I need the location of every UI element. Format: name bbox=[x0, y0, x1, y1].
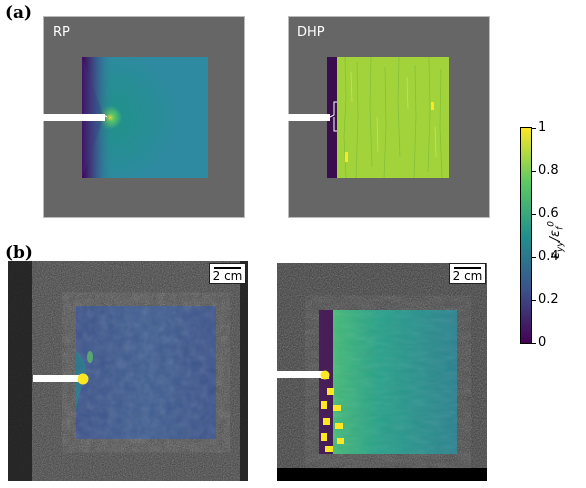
colorbar-label: εyy/εf0 bbox=[546, 220, 566, 260]
panel-a-label: (a) bbox=[5, 3, 33, 23]
colorbar-tickmark bbox=[532, 128, 536, 129]
scale-bar-line-left bbox=[214, 267, 241, 269]
dhp-experiment-photo bbox=[277, 263, 487, 481]
colorbar-tickmark bbox=[532, 257, 536, 258]
colorbar-tickmark bbox=[532, 343, 536, 344]
dhp-crack-trace bbox=[329, 101, 337, 132]
scale-label-left: 2 cm bbox=[212, 269, 243, 283]
colorbar-tick-label: 0.4 bbox=[538, 249, 559, 264]
rp-crack-trace bbox=[82, 114, 108, 119]
dhp-notch bbox=[288, 114, 330, 121]
colorbar-tick-label: 0.2 bbox=[538, 292, 559, 307]
panel-b-label: (b) bbox=[5, 243, 33, 263]
colorbar-tickmark bbox=[532, 171, 536, 172]
rp-strain-field bbox=[82, 57, 208, 178]
scale-bar-left: 2 cm bbox=[209, 263, 246, 284]
colorbar-tick-label: 1 bbox=[538, 120, 547, 135]
rp-notch bbox=[43, 114, 105, 121]
colorbar-tickmark bbox=[532, 214, 536, 215]
dhp-strain-field bbox=[337, 57, 449, 178]
scale-label-right: 2 cm bbox=[452, 269, 483, 283]
colorbar bbox=[520, 127, 532, 344]
scale-bar-right: 2 cm bbox=[449, 263, 486, 284]
colorbar-tickmark bbox=[532, 300, 536, 301]
colorbar-tick-label: 0.8 bbox=[538, 163, 559, 178]
rp-title: RP bbox=[53, 25, 70, 40]
rp-experiment-photo bbox=[8, 261, 248, 481]
colorbar-tick-label: 0 bbox=[538, 335, 547, 350]
dhp-title: DHP bbox=[297, 25, 325, 40]
dhp-dark-strip bbox=[327, 57, 337, 178]
scale-bar-line-right bbox=[454, 267, 481, 269]
colorbar-tick-label: 0.6 bbox=[538, 206, 559, 221]
